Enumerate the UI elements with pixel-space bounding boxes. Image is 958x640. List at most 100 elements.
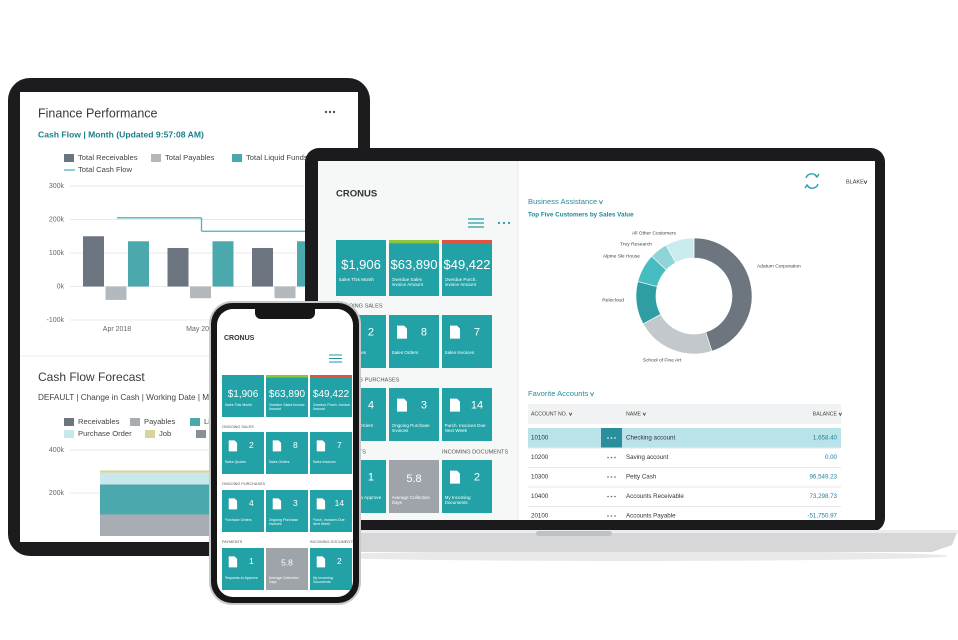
table-cell: 10200 xyxy=(531,454,549,461)
y-tick-label: 300k xyxy=(49,183,65,190)
legend-swatch xyxy=(130,418,140,426)
tile-label: Sales Orders xyxy=(391,349,419,355)
row-menu-dot xyxy=(614,495,616,498)
tile xyxy=(310,432,352,474)
tile-label: Sales This Month xyxy=(338,276,374,282)
tile-label: My Incoming Documents xyxy=(444,494,471,506)
document-icon xyxy=(316,440,326,452)
more-dot xyxy=(507,221,511,225)
tile-label-box: Purch. Invoices Due Next Week xyxy=(312,517,345,526)
tile-label-box: My Incoming Documents xyxy=(313,576,333,584)
chevron-icon xyxy=(863,180,868,185)
tile xyxy=(222,375,264,417)
tile xyxy=(310,375,352,417)
row-menu-dot xyxy=(610,495,613,498)
legend-label: Total Liquid Funds xyxy=(246,153,308,162)
table-cell: Saving account xyxy=(626,454,669,461)
legend-label: Total Cash Flow xyxy=(78,165,133,174)
tile xyxy=(336,240,386,296)
tile-accent xyxy=(442,240,492,244)
tile xyxy=(266,432,308,474)
tile-value: 8 xyxy=(421,326,427,338)
chart-subtitle: DEFAULT | Change in Cash | Working Date … xyxy=(38,393,225,402)
tile-value: 8 xyxy=(293,440,298,450)
tile-value: $49,422 xyxy=(444,257,491,272)
document-icon xyxy=(228,498,238,510)
row-menu-dot xyxy=(610,456,613,459)
tile xyxy=(442,460,492,513)
tile-value: 4 xyxy=(249,498,254,508)
section-title: ONGOING SALES xyxy=(222,425,254,429)
phone-content: CRONUS $1,906 Sales This Month $63,890 Overd… xyxy=(222,309,353,590)
tile-label: Sales Invoices xyxy=(444,349,475,355)
tile-label: Sales This Month xyxy=(224,402,253,407)
row-menu-dot xyxy=(610,515,613,517)
tile-accent xyxy=(389,240,439,244)
more-dot xyxy=(324,110,328,114)
donut-slice xyxy=(665,237,695,264)
tile-label-box: Overdue Sales Invoice Amount xyxy=(392,277,423,287)
refresh-icon xyxy=(804,173,820,189)
document-icon xyxy=(228,440,238,452)
bar xyxy=(167,247,189,287)
legend-swatch xyxy=(64,154,74,162)
x-tick-label: May 2018 xyxy=(186,326,217,333)
tile-value: 14 xyxy=(471,399,483,411)
document-icon xyxy=(316,556,326,568)
tile-label: Sales Orders xyxy=(268,459,290,464)
donut-label: Adatum Corporation xyxy=(757,263,801,269)
legend-swatch xyxy=(190,418,200,426)
tile-value: $63,890 xyxy=(391,257,438,272)
chart-title: Top Five Customers by Sales Value xyxy=(528,212,634,219)
laptop-notch xyxy=(536,531,612,536)
tile-value: 2 xyxy=(337,556,342,566)
tile xyxy=(389,240,439,296)
laptop-shadow xyxy=(308,551,948,561)
x-tick-label: Apr 2018 xyxy=(103,326,132,333)
table-cell: 73,298.73 xyxy=(809,493,837,500)
tile-value: $1,906 xyxy=(341,257,381,272)
tile-value: 7 xyxy=(474,326,480,338)
phone-notch xyxy=(255,309,315,319)
legend-label: Total Payables xyxy=(165,153,215,162)
row-menu-dot xyxy=(607,515,609,517)
tile-label-box: Sales Invoices xyxy=(444,349,475,355)
more-dot xyxy=(332,110,336,114)
selected-row xyxy=(528,428,841,448)
table-cell: Petty Cash xyxy=(626,474,657,481)
tile-label: Ongoing Purchase Invoices xyxy=(268,517,299,526)
tile-label-box: Ongoing Purchase Invoices xyxy=(391,422,430,434)
tile-label-box: Overdue Sales Invoice Amount xyxy=(269,403,305,411)
y-tick-label: 200k xyxy=(49,216,65,223)
section-title: ONGOING PURCHASES xyxy=(336,377,400,383)
laptop-base-edge xyxy=(298,530,958,533)
tile-accent xyxy=(266,375,308,378)
tile-label: Ongoing Purchase Invoices xyxy=(391,422,430,434)
tile-label-box: Sales Orders xyxy=(391,349,419,355)
tile xyxy=(222,490,264,532)
tile xyxy=(442,388,492,441)
tile-value: 7 xyxy=(337,440,342,450)
row-menu-dot xyxy=(607,437,609,439)
tile xyxy=(389,315,439,368)
chevron-icon xyxy=(568,412,573,417)
tile-label-box: Sales This Month xyxy=(338,276,374,282)
row-menu-dot xyxy=(607,495,609,498)
y-tick-label: 0k xyxy=(57,283,65,290)
tile-label: Sales Quotes xyxy=(224,459,247,464)
more-dot xyxy=(497,221,501,225)
tile xyxy=(266,490,308,532)
donut-label: Alpine Ski House xyxy=(603,253,641,259)
chart-title: Finance Performance xyxy=(38,106,158,120)
column-header: BALANCE xyxy=(813,411,838,417)
tile-value: $63,890 xyxy=(269,389,306,400)
legend-label: Receivables xyxy=(78,417,120,426)
tile-label: Purch. Invoices Due Next Week xyxy=(312,517,345,526)
legend-label: Purchase Order xyxy=(78,429,132,438)
hamburger-icon xyxy=(468,218,484,228)
chevron-icon xyxy=(598,200,603,205)
table-cell: 10300 xyxy=(531,474,549,481)
tile-label-box: Sales This Month xyxy=(224,402,253,407)
tile-value: 4 xyxy=(368,399,374,411)
